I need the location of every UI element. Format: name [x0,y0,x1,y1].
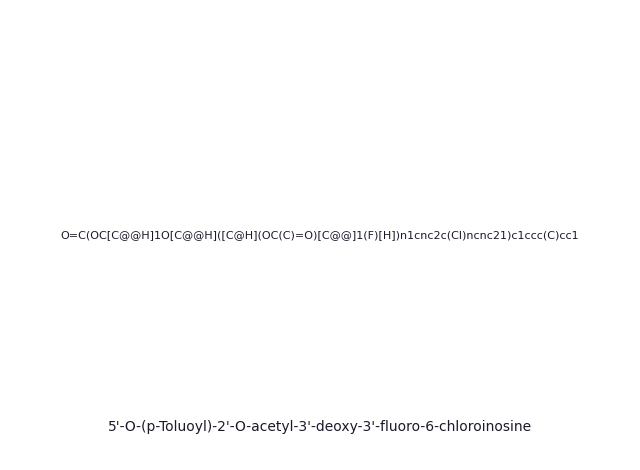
Text: 5'-O-(p-Toluoyl)-2'-O-acetyl-3'-deoxy-3'-fluoro-6-chloroinosine: 5'-O-(p-Toluoyl)-2'-O-acetyl-3'-deoxy-3'… [108,420,532,434]
Text: O=C(OC[C@@H]1O[C@@H]([C@H](OC(C)=O)[C@@]1(F)[H])n1cnc2c(Cl)ncnc21)c1ccc(C)cc1: O=C(OC[C@@H]1O[C@@H]([C@H](OC(C)=O)[C@@]… [61,230,579,240]
